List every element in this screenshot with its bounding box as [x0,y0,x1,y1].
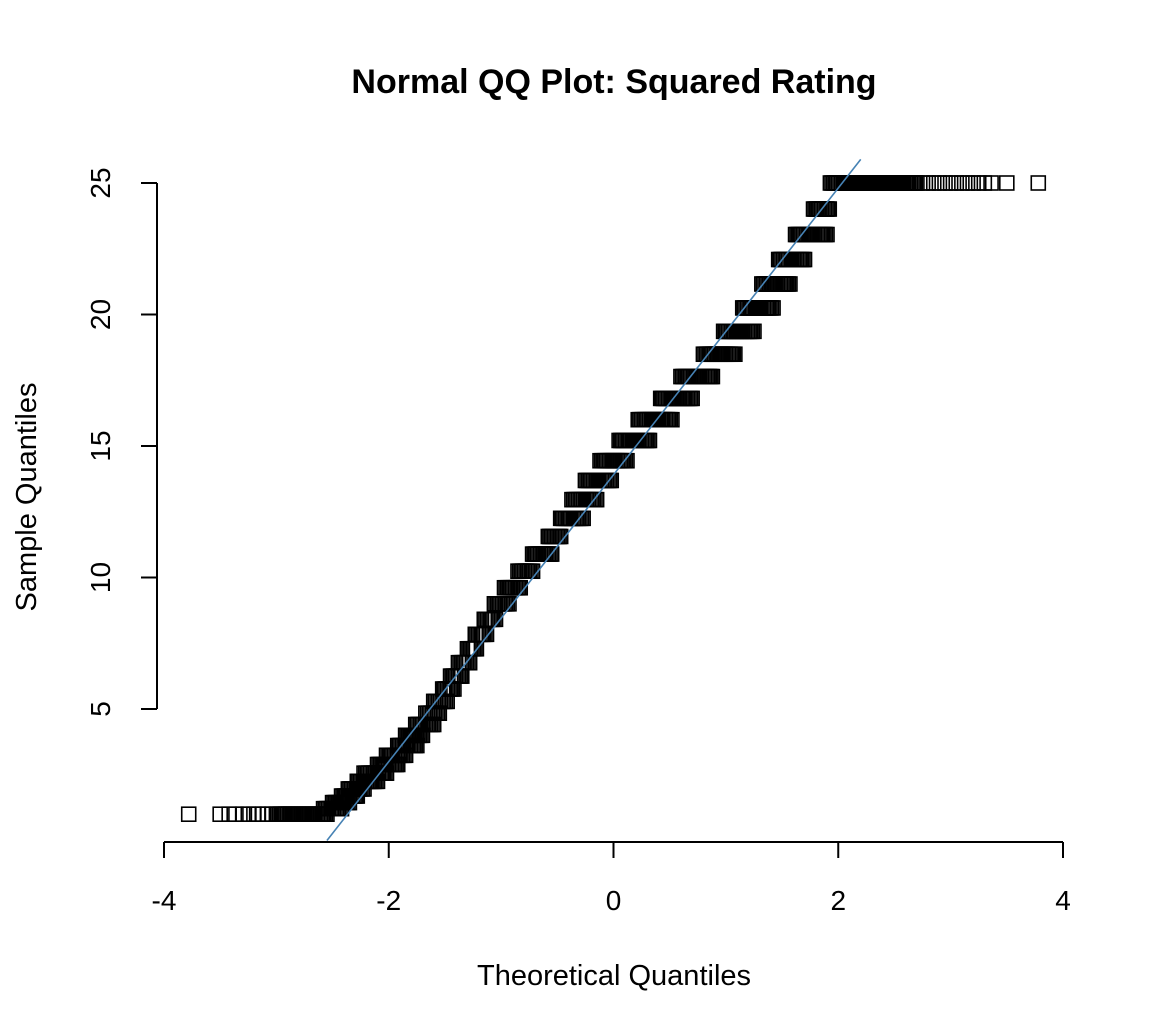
data-points [180,175,1047,823]
data-point [603,472,620,489]
data-point [727,346,743,363]
y-axis-label: Sample Quantiles [11,383,43,612]
data-point [431,705,448,722]
x-axis-label: Theoretical Quantiles [477,960,751,992]
data-point [250,806,267,823]
data-point [575,510,591,527]
data-point [619,452,635,469]
data-point [704,368,721,385]
y-tick-label: 10 [85,562,116,593]
y-tick-label: 15 [85,430,116,461]
chart-title: Normal QQ Plot: Squared Rating [351,63,876,101]
reference-line [326,158,862,841]
data-point [746,323,762,340]
data-point [664,411,680,428]
y-axis: 5 10 15 20 25 [85,167,158,717]
data-point [819,226,835,243]
x-axis: -4 -2 0 2 4 [152,841,1071,916]
x-tick-label: -4 [152,885,177,916]
x-tick-label: 4 [1055,885,1071,916]
y-tick-label: 25 [85,167,116,198]
data-point [782,276,798,292]
data-point [501,595,517,612]
data-point [796,251,813,268]
data-point [999,175,1015,191]
data-point [765,300,781,316]
data-point [212,806,228,823]
x-tick-label: -2 [376,885,401,916]
x-tick-label: 0 [606,885,622,916]
y-tick-label: 5 [85,701,116,717]
data-point [684,390,700,407]
data-point [1030,175,1047,191]
data-point [255,806,271,823]
reference-line-group [326,158,862,841]
data-point [478,626,495,643]
data-point [425,716,442,733]
data-point [180,806,197,823]
y-tick-label: 20 [85,299,116,330]
x-tick-label: 2 [830,885,846,916]
data-point [543,546,560,562]
data-point [588,491,605,508]
data-point [983,175,999,191]
data-point [641,432,658,449]
